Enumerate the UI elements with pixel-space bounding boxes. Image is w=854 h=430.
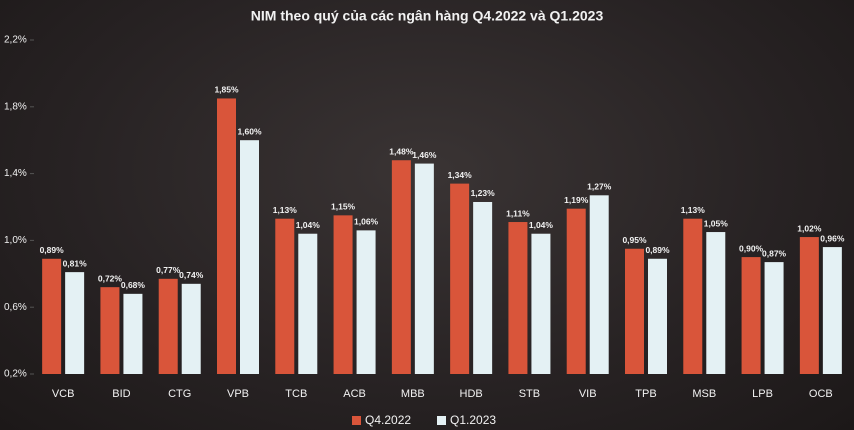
chart-title: NIM theo quý của các ngân hàng Q4.2022 v…: [251, 8, 604, 24]
value-label: 1,23%: [471, 188, 496, 198]
x-tick-label: BID: [112, 388, 130, 400]
bar: [333, 215, 353, 374]
x-tick-label: TPB: [635, 388, 656, 400]
value-label: 0,72%: [98, 273, 123, 283]
legend-label: Q1.2023: [450, 413, 496, 427]
value-label: 0,96%: [820, 233, 845, 243]
y-tick-label: 0,2%: [4, 369, 27, 380]
value-label: 1,13%: [273, 205, 298, 215]
x-tick-label: VIB: [579, 388, 597, 400]
bar: [683, 218, 703, 374]
x-tick-label: ACB: [343, 388, 366, 400]
bar: [764, 262, 784, 374]
bar: [508, 222, 528, 374]
value-label: 0,68%: [121, 280, 146, 290]
value-label: 1,02%: [797, 223, 822, 233]
bar: [625, 248, 644, 374]
value-label: 1,85%: [214, 85, 239, 95]
value-label: 1,27%: [587, 182, 612, 192]
value-label: 0,87%: [762, 248, 787, 258]
bar: [123, 293, 143, 374]
x-tick-label: STB: [519, 388, 540, 400]
value-label: 0,81%: [63, 258, 88, 268]
bar: [298, 233, 318, 374]
value-label: 1,04%: [529, 220, 554, 230]
bar: [741, 257, 761, 374]
bar: [648, 258, 667, 374]
bar: [356, 230, 376, 374]
value-label: 1,48%: [389, 146, 414, 156]
bar: [473, 201, 493, 374]
bar: [531, 233, 551, 374]
bar: [217, 98, 236, 374]
value-label: 0,77%: [156, 265, 181, 275]
y-tick-label: 2,2%: [4, 35, 27, 46]
x-tick-label: HDB: [460, 388, 483, 400]
bar: [100, 287, 120, 374]
x-tick-label: LPB: [752, 388, 773, 400]
bar: [450, 183, 470, 374]
x-tick-label: VPB: [227, 388, 249, 400]
bar: [42, 258, 62, 374]
y-tick-label: 0,6%: [4, 302, 27, 313]
x-tick-label: VCB: [52, 388, 75, 400]
value-label: 1,46%: [412, 150, 437, 160]
value-label: 1,04%: [296, 220, 321, 230]
value-label: 1,13%: [681, 205, 706, 215]
y-tick-label: 1,0%: [4, 235, 27, 246]
value-label: 1,19%: [564, 195, 589, 205]
value-label: 1,11%: [506, 208, 530, 218]
x-tick-label: OCB: [809, 388, 833, 400]
bar: [822, 247, 842, 374]
value-label: 1,15%: [331, 202, 356, 212]
bar: [414, 163, 434, 374]
value-label: 0,90%: [739, 243, 764, 253]
bar: [65, 272, 85, 374]
x-tick-label: TCB: [285, 388, 307, 400]
legend-swatch: [437, 416, 446, 425]
x-tick-label: MBB: [401, 388, 425, 400]
bar: [240, 140, 259, 374]
legend-swatch: [352, 416, 361, 425]
bar: [706, 232, 726, 374]
bar: [566, 208, 586, 374]
value-label: 1,60%: [237, 126, 262, 136]
value-label: 0,95%: [622, 235, 647, 245]
bar: [391, 160, 411, 374]
bar: [158, 278, 178, 374]
bar: [181, 283, 201, 374]
bar: [799, 237, 819, 374]
bar: [275, 218, 295, 374]
value-label: 1,06%: [354, 217, 379, 227]
value-label: 0,89%: [40, 245, 65, 255]
x-tick-label: MSB: [692, 388, 716, 400]
legend-label: Q4.2022: [365, 413, 411, 427]
value-label: 1,34%: [448, 170, 473, 180]
value-label: 0,74%: [179, 270, 204, 280]
x-tick-label: CTG: [168, 388, 191, 400]
bar: [589, 195, 609, 374]
value-label: 0,89%: [645, 245, 670, 255]
value-label: 1,05%: [704, 218, 729, 228]
y-tick-label: 1,8%: [4, 101, 27, 112]
y-tick-label: 1,4%: [4, 168, 27, 179]
